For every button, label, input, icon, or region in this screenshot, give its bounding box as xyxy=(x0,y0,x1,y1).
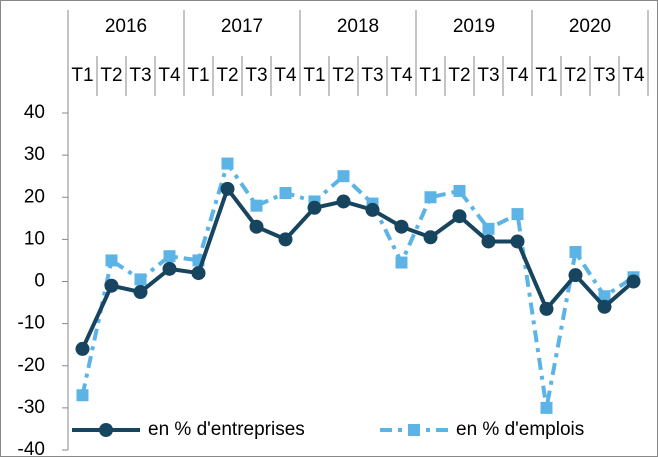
x-tick-label: T4 xyxy=(274,65,297,86)
y-tick-label: -10 xyxy=(18,313,45,334)
point xyxy=(539,301,554,316)
x-tick-label: T3 xyxy=(361,65,383,86)
x-tick-label: T1 xyxy=(419,65,441,86)
point xyxy=(568,268,583,283)
year-label: 2016 xyxy=(105,16,147,37)
point xyxy=(191,266,206,281)
point xyxy=(540,401,553,414)
y-tick-label: -30 xyxy=(18,397,45,418)
point xyxy=(249,219,264,234)
point xyxy=(278,232,293,247)
y-tick-label: 0 xyxy=(34,271,45,292)
y-tick-label: -20 xyxy=(18,355,45,376)
point xyxy=(452,209,467,224)
x-tick-label: T3 xyxy=(477,65,499,86)
x-tick-label: T2 xyxy=(332,65,354,86)
point xyxy=(453,184,466,197)
point xyxy=(424,191,437,204)
point xyxy=(162,261,177,276)
x-tick-label: T2 xyxy=(100,65,122,86)
point xyxy=(221,157,234,170)
point xyxy=(279,187,292,200)
x-tick-label: T3 xyxy=(593,65,615,86)
point xyxy=(365,202,380,217)
point xyxy=(163,250,176,263)
series-line xyxy=(80,158,635,409)
point xyxy=(75,341,90,356)
y-tick-label: 30 xyxy=(24,144,45,165)
point xyxy=(76,389,89,402)
x-tick-label: T2 xyxy=(448,65,470,86)
point xyxy=(394,219,409,234)
x-tick-label: T1 xyxy=(303,65,325,86)
x-tick-label: T2 xyxy=(216,65,238,86)
year-label: 2020 xyxy=(569,16,611,37)
legend-marker xyxy=(408,424,420,436)
point xyxy=(511,208,524,221)
point xyxy=(250,199,263,212)
legend-label: en % d'emplois xyxy=(456,419,584,440)
x-tick-label: T4 xyxy=(622,65,645,86)
point xyxy=(395,256,408,269)
point xyxy=(134,273,147,286)
point xyxy=(133,285,148,300)
point xyxy=(337,170,350,183)
y-tick-label: 20 xyxy=(24,186,45,207)
x-tick-label: T2 xyxy=(564,65,586,86)
x-tick-label: T4 xyxy=(506,65,529,86)
point xyxy=(105,254,118,267)
point xyxy=(626,274,641,289)
point xyxy=(423,230,438,245)
point xyxy=(597,299,612,314)
point xyxy=(510,234,525,249)
legend-marker xyxy=(99,423,113,437)
point xyxy=(104,278,119,293)
y-tick-label: 10 xyxy=(24,228,45,249)
x-tick-label: T3 xyxy=(245,65,267,86)
point xyxy=(220,181,235,196)
x-tick-label: T1 xyxy=(187,65,209,86)
point xyxy=(336,194,351,209)
x-tick-label: T3 xyxy=(129,65,151,86)
point xyxy=(569,246,582,259)
x-tick-label: T1 xyxy=(71,65,93,86)
year-label: 2019 xyxy=(453,16,495,37)
x-tick-label: T4 xyxy=(390,65,413,86)
point xyxy=(481,234,496,249)
year-label: 2018 xyxy=(337,16,379,37)
point xyxy=(598,290,611,303)
point xyxy=(307,200,322,215)
point xyxy=(482,222,495,235)
year-label: 2017 xyxy=(221,16,263,37)
x-tick-label: T4 xyxy=(158,65,181,86)
y-tick-label: -40 xyxy=(18,439,45,457)
y-tick-label: 40 xyxy=(24,102,45,123)
x-tick-label: T1 xyxy=(535,65,557,86)
legend-label: en % d'entreprises xyxy=(148,419,305,440)
